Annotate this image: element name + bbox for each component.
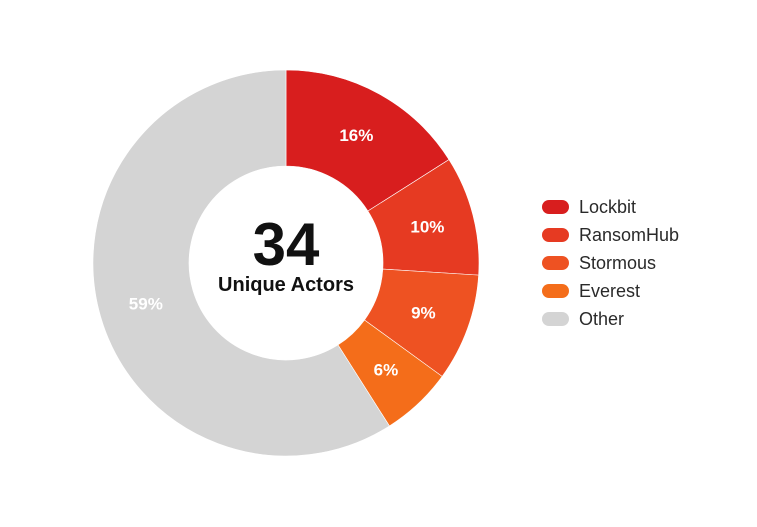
slice-label-everest: 6% bbox=[374, 360, 399, 379]
legend-swatch-everest bbox=[542, 284, 569, 298]
legend: Lockbit RansomHub Stormous Everest Other bbox=[542, 197, 679, 329]
legend-swatch-lockbit bbox=[542, 200, 569, 214]
center-label: Unique Actors bbox=[218, 274, 354, 296]
slice-label-stormous: 9% bbox=[411, 303, 436, 322]
legend-label-everest: Everest bbox=[579, 281, 640, 301]
legend-swatch-stormous bbox=[542, 256, 569, 270]
slice-label-other: 59% bbox=[129, 295, 163, 314]
slice-labels: 16% 10% 9% 6% 59% bbox=[129, 126, 445, 379]
legend-label-other: Other bbox=[579, 309, 624, 329]
legend-label-stormous: Stormous bbox=[579, 253, 656, 273]
donut-slices bbox=[92, 69, 480, 457]
slice-lockbit bbox=[285, 69, 450, 212]
legend-label-ransomhub: RansomHub bbox=[579, 225, 679, 245]
slice-other bbox=[92, 69, 390, 457]
legend-swatch-ransomhub bbox=[542, 228, 569, 242]
center-value: 34 bbox=[253, 211, 320, 278]
legend-swatch-other bbox=[542, 312, 569, 326]
slice-label-ransomhub: 10% bbox=[410, 218, 444, 237]
center-summary: 34 Unique Actors bbox=[218, 211, 354, 296]
slice-label-lockbit: 16% bbox=[339, 126, 373, 145]
legend-label-lockbit: Lockbit bbox=[579, 197, 636, 217]
